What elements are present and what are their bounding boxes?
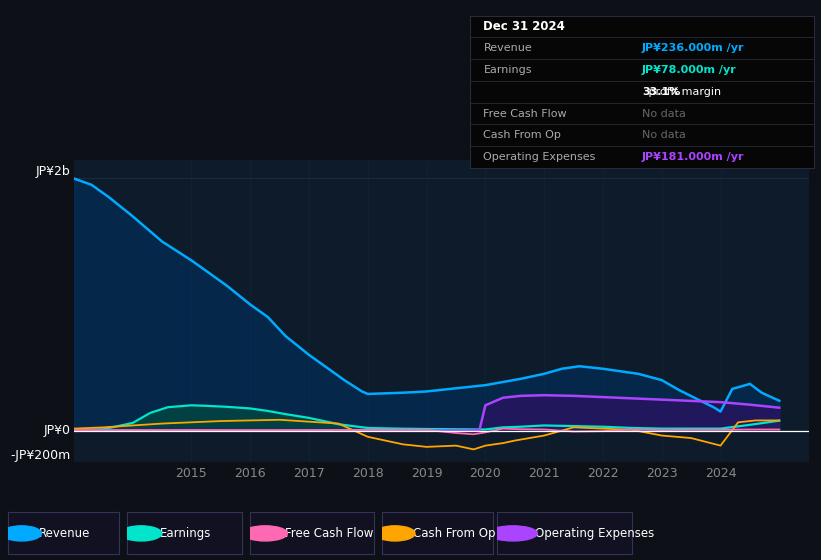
Text: JP¥2b: JP¥2b xyxy=(35,166,71,179)
Circle shape xyxy=(375,526,415,541)
Text: Dec 31 2024: Dec 31 2024 xyxy=(484,20,566,33)
Text: Operating Expenses: Operating Expenses xyxy=(484,152,596,162)
Text: Cash From Op: Cash From Op xyxy=(413,527,495,540)
Text: JP¥181.000m /yr: JP¥181.000m /yr xyxy=(642,152,745,162)
Text: Earnings: Earnings xyxy=(484,65,532,75)
Text: Revenue: Revenue xyxy=(484,43,532,53)
Text: Revenue: Revenue xyxy=(39,527,90,540)
Text: No data: No data xyxy=(642,130,686,141)
Text: JP¥78.000m /yr: JP¥78.000m /yr xyxy=(642,65,736,75)
Text: JP¥0: JP¥0 xyxy=(44,424,71,437)
Circle shape xyxy=(243,526,287,541)
Text: 33.1%: 33.1% xyxy=(642,87,681,97)
Text: Operating Expenses: Operating Expenses xyxy=(534,527,654,540)
Circle shape xyxy=(2,526,42,541)
Text: -JP¥200m: -JP¥200m xyxy=(10,449,71,462)
Text: Cash From Op: Cash From Op xyxy=(484,130,562,141)
Text: profit margin: profit margin xyxy=(645,87,722,97)
Text: No data: No data xyxy=(642,109,686,119)
Text: JP¥236.000m /yr: JP¥236.000m /yr xyxy=(642,43,745,53)
Text: Free Cash Flow: Free Cash Flow xyxy=(285,527,374,540)
Circle shape xyxy=(488,526,538,541)
Text: Free Cash Flow: Free Cash Flow xyxy=(484,109,567,119)
Text: Earnings: Earnings xyxy=(159,527,211,540)
Circle shape xyxy=(121,526,162,541)
